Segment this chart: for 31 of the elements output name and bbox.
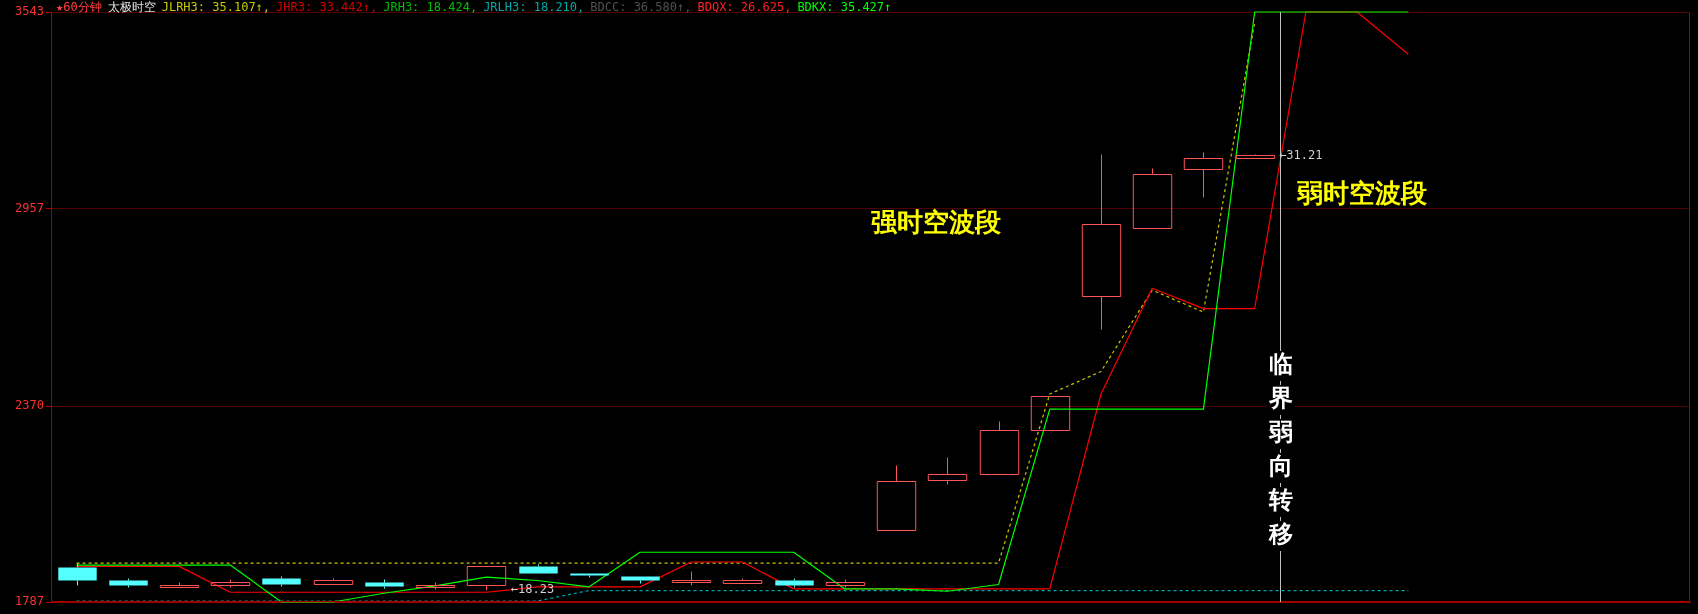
candlestick (109, 578, 148, 588)
candlestick (365, 579, 404, 589)
annotation: 弱时空波段 (1296, 177, 1429, 208)
annotation: BDCC: 36.580↑, (590, 0, 692, 14)
annotation: JLRH3: 35.107↑, (161, 0, 271, 14)
candlestick (58, 563, 97, 586)
candlestick (927, 457, 968, 485)
annotation: JRLH3: 18.210, (483, 0, 585, 14)
candlestick (775, 578, 814, 588)
y-tick-label: 2370 (15, 398, 44, 413)
candlestick (570, 573, 609, 578)
y-tick-label: 2957 (15, 201, 44, 216)
annotation: BDKX: 35.427↑ (797, 0, 892, 14)
annotation: JRH3: 18.424, (383, 0, 478, 14)
y-tick-label: 3543 (15, 4, 44, 19)
annotation: BDQX: 26.625, (697, 0, 792, 14)
candlestick (671, 571, 712, 586)
chart-title: ★60分钟 (56, 0, 102, 14)
chart-subtitle: 太极时空 (107, 0, 156, 14)
candlestick (1183, 152, 1224, 198)
candlestick (621, 576, 660, 584)
candlestick (876, 465, 917, 531)
text: 临界弱向转移 (1268, 349, 1293, 549)
annotation: 强时空波段 (871, 207, 1003, 238)
y-tick-label: 1787 (15, 594, 44, 609)
candlestick (262, 576, 301, 587)
candlestick (1081, 154, 1122, 330)
candlestick (519, 564, 558, 574)
annotation: JHR3: 33.442↑, (276, 0, 378, 14)
candlestick (466, 566, 507, 591)
line-series (76, 22, 1256, 564)
